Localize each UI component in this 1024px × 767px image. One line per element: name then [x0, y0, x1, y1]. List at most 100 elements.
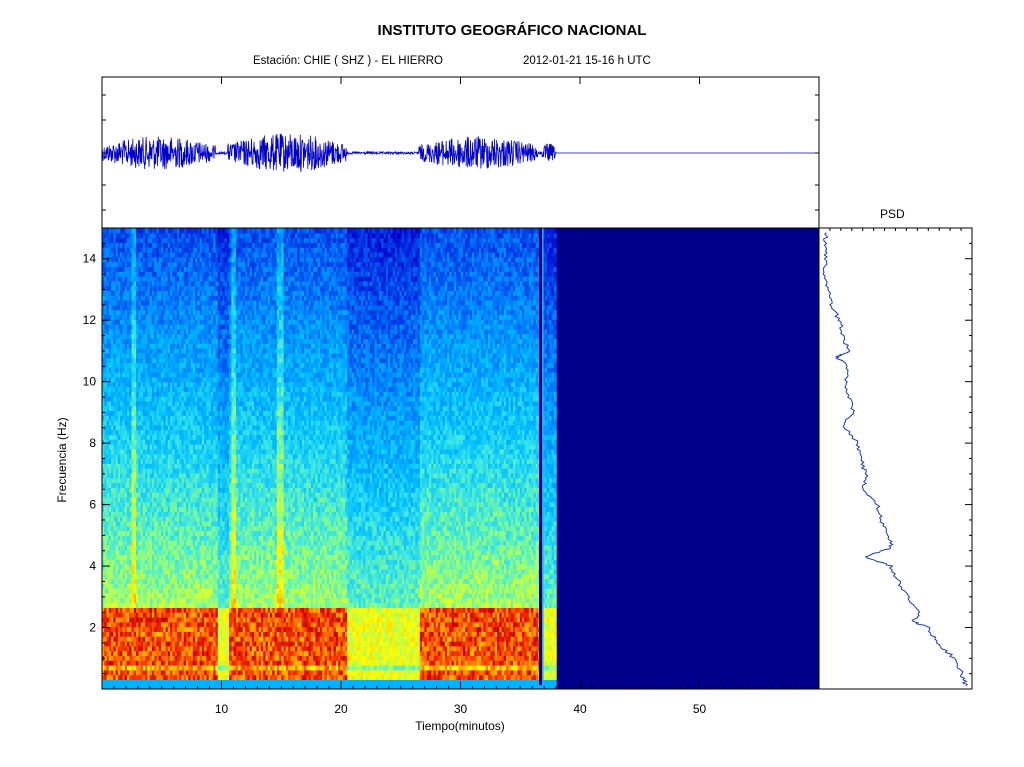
- spectrogram-cell: [106, 631, 110, 637]
- spectrogram-cell: [111, 501, 114, 508]
- spectrogram-cell: [113, 391, 117, 397]
- spectrogram-cell: [102, 304, 105, 311]
- spectrogram-cell: [113, 290, 117, 296]
- spectrogram-cell: [108, 300, 112, 306]
- spectrogram-cell: [106, 261, 110, 268]
- spectrogram-cell: [102, 247, 105, 253]
- spectrogram-cell: [102, 237, 105, 243]
- spectrogram-cell: [115, 242, 119, 248]
- spectrogram-cell: [120, 352, 124, 359]
- spectrogram-cell: [113, 429, 117, 436]
- spectrogram-cell: [122, 304, 126, 311]
- spectrogram-cell: [104, 367, 108, 373]
- spectrogram-cell: [106, 612, 110, 618]
- spectrogram-cell: [115, 333, 119, 340]
- spectrogram-cell: [108, 674, 112, 680]
- spectrogram-cell: [117, 242, 121, 248]
- spectrogram-cell: [113, 300, 117, 306]
- spectrogram-cell: [111, 381, 114, 388]
- spectrogram-cell: [122, 684, 126, 689]
- spectrogram-cell: [113, 506, 117, 512]
- spectrogram-cell: [108, 434, 112, 440]
- spectrogram-cell: [102, 660, 105, 666]
- spectrogram-cell: [113, 645, 117, 652]
- spectrogram-cell: [106, 679, 110, 685]
- spectrogram-cell: [108, 472, 112, 479]
- spectrogram-cell: [104, 290, 108, 296]
- spectrogram-cell: [115, 511, 119, 517]
- spectrogram-cell: [106, 391, 110, 397]
- spectrogram-cell: [113, 328, 117, 335]
- spectrogram-cell: [115, 468, 119, 474]
- spectrogram-cell: [122, 290, 126, 296]
- spectrogram-cell: [117, 376, 121, 383]
- spectrogram-cell: [106, 506, 110, 512]
- spectrogram-cell: [124, 607, 128, 613]
- spectrogram-cell: [120, 679, 124, 685]
- spectrogram-cell: [122, 578, 126, 584]
- spectrogram-cell: [108, 276, 112, 282]
- spectrogram-cell: [102, 333, 105, 340]
- spectrogram-cell: [122, 376, 126, 383]
- spectrogram-cell: [102, 352, 105, 359]
- spectrogram-cell: [106, 314, 110, 320]
- spectrogram-cell: [108, 415, 112, 421]
- spectrogram-cell: [115, 261, 119, 268]
- spectrogram-cell: [115, 362, 119, 368]
- spectrogram-cell: [120, 631, 124, 637]
- spectrogram-cell: [117, 506, 121, 512]
- spectrogram-cell: [115, 352, 119, 359]
- spectrogram-cell: [120, 295, 124, 301]
- spectrogram-cell: [104, 424, 108, 431]
- spectrogram-cell: [113, 496, 117, 503]
- spectrogram-cell: [115, 232, 119, 239]
- spectrogram-cell: [108, 328, 112, 335]
- spectrogram-cell: [113, 343, 117, 349]
- spectrogram-cell: [115, 564, 119, 570]
- spectrogram-cell: [120, 664, 124, 671]
- spectrogram-cell: [108, 256, 112, 263]
- spectrogram-cell: [124, 564, 128, 570]
- spectrogram-cell: [104, 420, 108, 426]
- spectrogram-cell: [111, 645, 114, 652]
- spectrogram-cell: [102, 458, 105, 464]
- spectrogram-cell: [115, 372, 119, 378]
- spectrogram-cell: [111, 271, 114, 277]
- spectrogram-cell: [102, 472, 105, 479]
- spectrogram-cell: [106, 290, 110, 296]
- spectrogram-cell: [117, 309, 121, 316]
- spectrogram-cell: [120, 559, 124, 565]
- spectrogram-cell: [126, 679, 130, 685]
- spectrogram-cell: [113, 530, 117, 536]
- spectrogram-cell: [115, 578, 119, 584]
- spectrogram-cell: [120, 544, 124, 551]
- spectrogram-cell: [120, 655, 124, 661]
- spectrogram-cell: [102, 482, 105, 488]
- spectrogram-cell: [102, 362, 105, 368]
- spectrogram-cell: [122, 487, 126, 493]
- spectrogram-cell: [102, 496, 105, 503]
- spectrogram-cell: [120, 568, 124, 575]
- spectrogram-cell: [111, 674, 114, 680]
- spectrogram-cell: [104, 631, 108, 637]
- spectrogram-cell: [117, 439, 121, 445]
- spectrogram-cell: [113, 612, 117, 618]
- spectrogram-cell: [122, 472, 126, 479]
- spectrogram-cell: [102, 453, 105, 460]
- spectrogram-cell: [117, 453, 121, 460]
- spectrogram-cell: [120, 616, 124, 623]
- spectrogram-cell: [120, 612, 124, 618]
- spectrogram-cell: [117, 664, 121, 671]
- spectrogram-cell: [102, 544, 105, 551]
- spectrogram-cell: [111, 405, 114, 412]
- spectrogram-cell: [113, 684, 117, 689]
- spectrogram-cell: [115, 664, 119, 671]
- spectrogram-cell: [115, 381, 119, 388]
- spectrogram-cell: [117, 333, 121, 340]
- spectrogram-cell: [117, 300, 121, 306]
- spectrogram-cell: [113, 458, 117, 464]
- spectrogram-cell: [117, 319, 121, 325]
- spectrogram-cell: [124, 276, 128, 282]
- spectrogram-cell: [124, 362, 128, 368]
- spectrogram-cell: [115, 588, 119, 594]
